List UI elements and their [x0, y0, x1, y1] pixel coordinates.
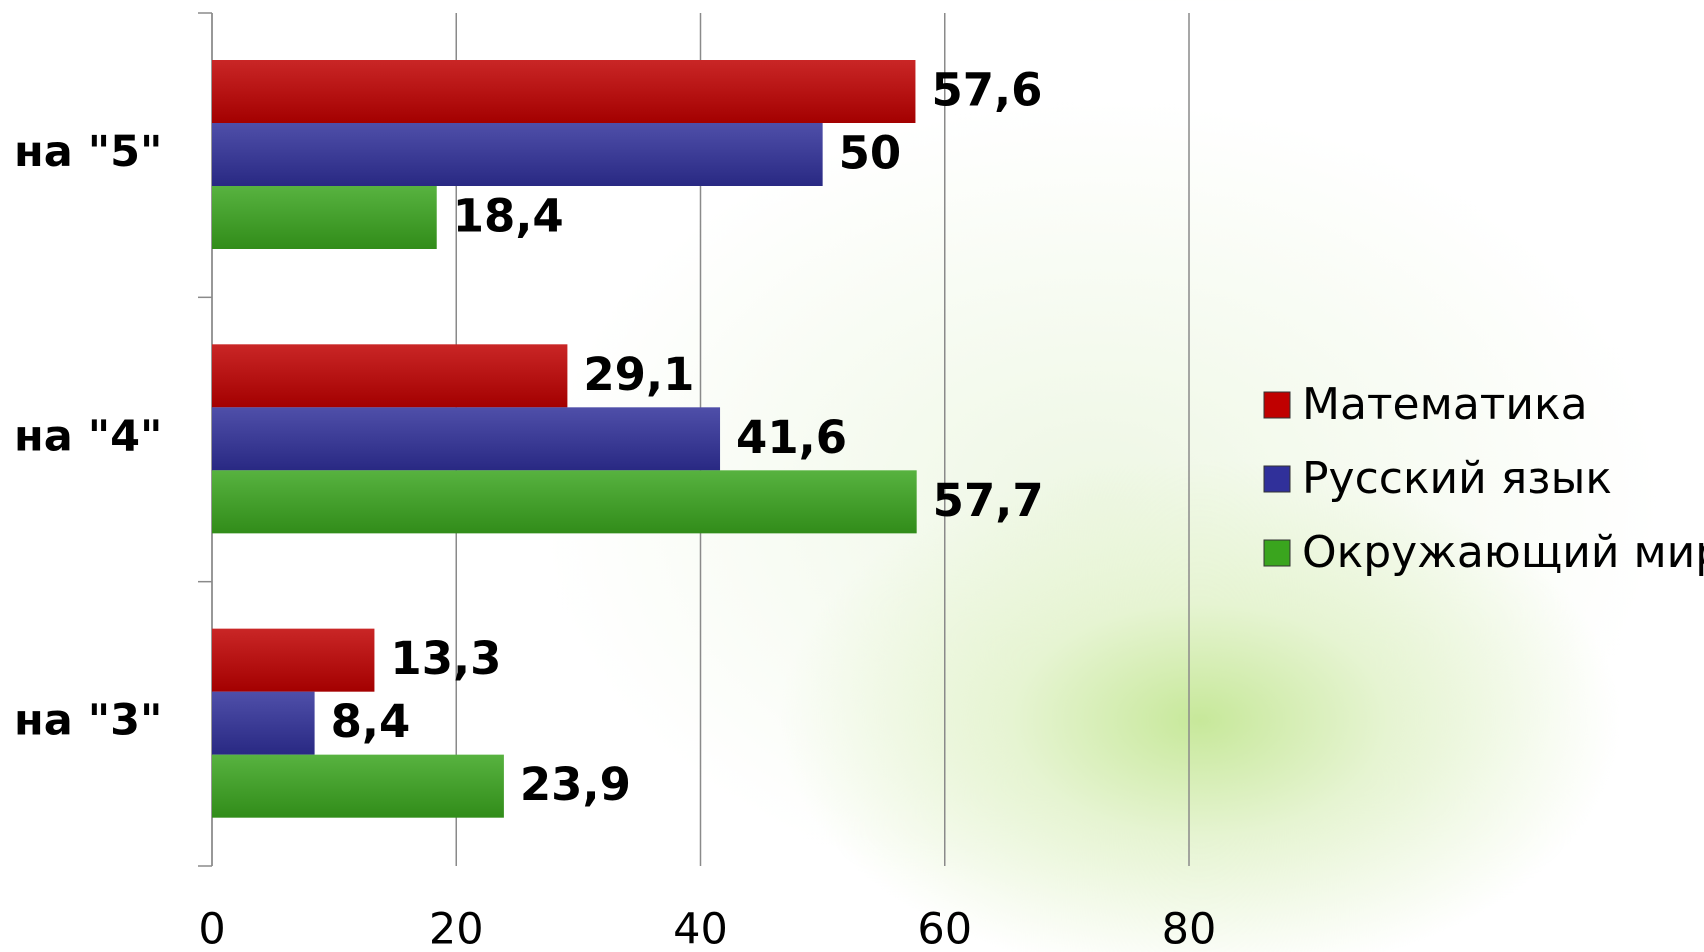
bar-shade [212, 60, 916, 123]
bar-shade [212, 407, 721, 471]
category-label: на "5" [14, 127, 162, 177]
x-tick-label: 40 [673, 905, 728, 952]
bar-shade [212, 628, 375, 692]
x-tick-label: 0 [198, 905, 225, 952]
legend-label: Русский язык [1302, 453, 1612, 504]
data-label: 50 [839, 127, 902, 180]
legend-label: Математика [1302, 379, 1588, 430]
bar-shade [212, 754, 504, 818]
data-label: 29,1 [583, 348, 694, 401]
legend-swatch [1263, 465, 1291, 493]
bar-shade [212, 123, 823, 186]
data-label: 18,4 [453, 190, 564, 243]
data-label: 23,9 [520, 758, 631, 811]
bar-shade [212, 186, 437, 249]
x-tick-label: 20 [429, 905, 484, 952]
category-label: на "3" [14, 696, 162, 746]
x-tick-label: 80 [1162, 905, 1217, 952]
x-tick-label: 60 [917, 905, 972, 952]
legend-swatch [1263, 391, 1291, 419]
legend-label: Окружающий мир [1302, 527, 1704, 578]
data-label: 8,4 [331, 695, 411, 748]
bar-shade [212, 344, 568, 408]
data-label: 41,6 [736, 411, 847, 464]
category-label: на "4" [14, 411, 162, 461]
bar-shade [212, 691, 315, 755]
bar-shade [212, 470, 917, 534]
data-label: 57,6 [931, 64, 1042, 117]
data-label: 13,3 [390, 632, 501, 685]
data-label: 57,7 [933, 474, 1044, 527]
legend-swatch [1263, 539, 1291, 567]
